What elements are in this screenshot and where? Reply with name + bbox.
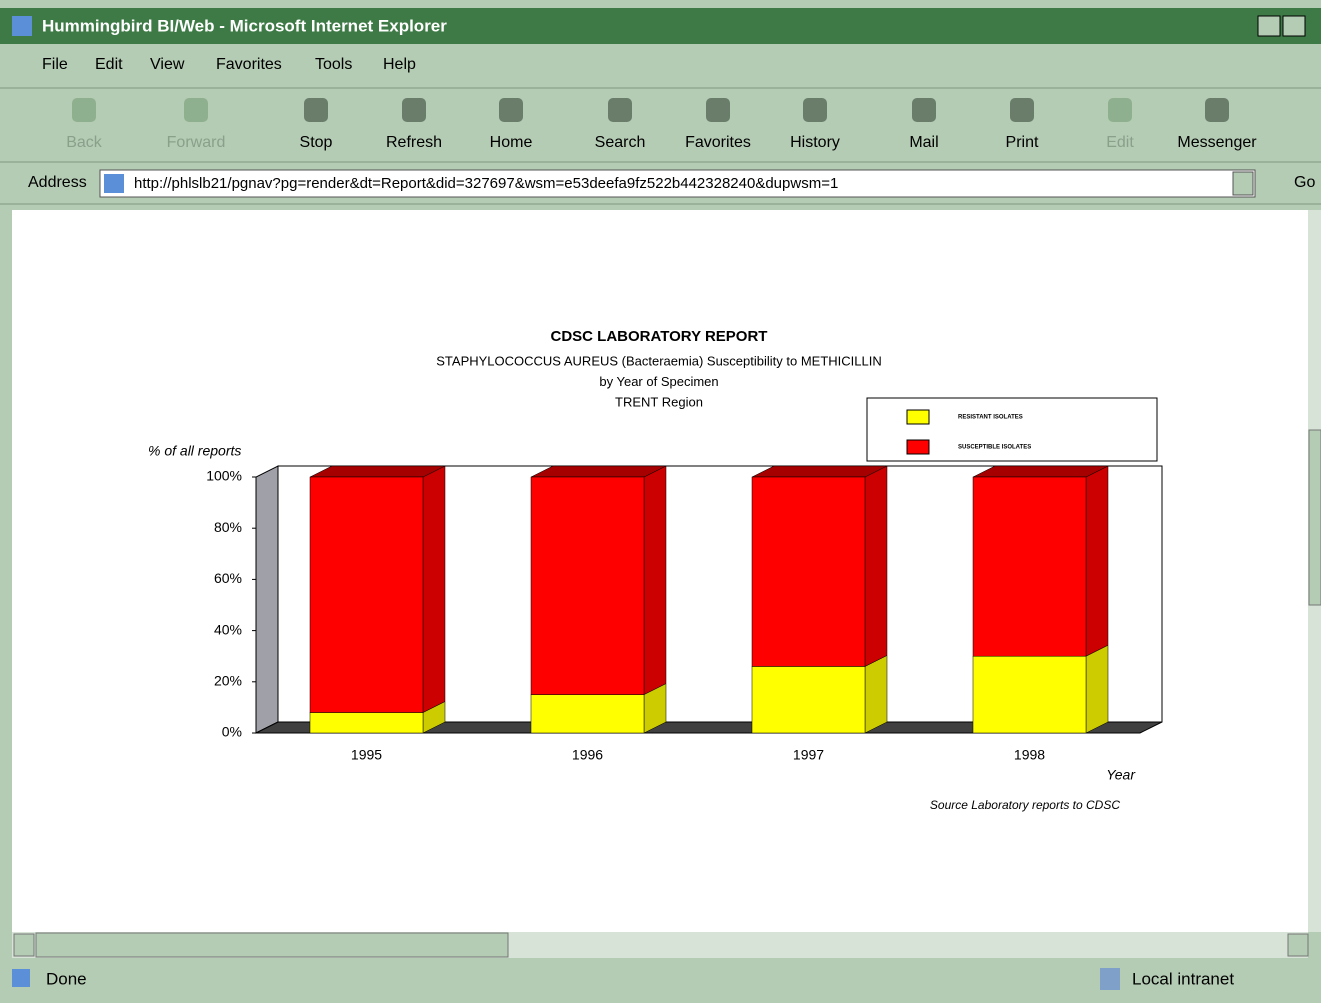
bar-top (972, 465, 1109, 478)
menu-item[interactable]: View (150, 56, 185, 73)
menu-item[interactable]: Edit (95, 56, 123, 73)
x-axis-label: Year (1106, 767, 1136, 783)
toolbar-icon (1108, 98, 1132, 122)
menu-item[interactable]: File (42, 56, 68, 73)
toolbar-icon (499, 98, 523, 122)
y-tick-label: 0% (222, 724, 242, 740)
scroll-right[interactable] (1287, 933, 1309, 957)
maximize-button[interactable] (1282, 15, 1306, 37)
chart-title: CDSC LABORATORY REPORT (551, 328, 768, 345)
y-tick-label: 80% (214, 519, 242, 535)
bar-top (751, 465, 888, 478)
bar-top (309, 465, 446, 478)
toolbar-icon (1010, 98, 1034, 122)
legend-label: SUSCEPTIBLE ISOLATES (958, 445, 1031, 451)
toolbar-icon (1205, 98, 1229, 122)
x-tick-label: 1995 (351, 747, 382, 763)
menu-item[interactable]: Favorites (216, 56, 282, 73)
zone-text: Local intranet (1132, 969, 1234, 988)
toolbar-button[interactable]: Print (1006, 134, 1039, 151)
bar-side (1085, 465, 1109, 657)
legend-swatch (906, 439, 930, 455)
x-tick-label: 1997 (793, 747, 824, 763)
toolbar-icon (803, 98, 827, 122)
toolbar-icon (706, 98, 730, 122)
left-wall (255, 465, 279, 734)
toolbar-button[interactable]: Edit (1106, 134, 1134, 151)
chart: CDSC LABORATORY REPORT STAPHYLOCOCCUS AUR… (148, 328, 1163, 812)
title-bar (0, 8, 1321, 44)
toolbar-icon (912, 98, 936, 122)
toolbar-icon (304, 98, 328, 122)
status-icon (12, 969, 30, 987)
minimize-button[interactable] (1257, 15, 1281, 37)
toolbar-icon (184, 98, 208, 122)
toolbar-icon (608, 98, 632, 122)
y-tick-label: 60% (214, 570, 242, 586)
bar-segment (530, 476, 645, 695)
toolbar-button[interactable]: Refresh (386, 134, 442, 151)
app-icon (12, 16, 32, 36)
scroll-thumb[interactable] (1308, 429, 1321, 606)
chart-subtitle: TRENT Region (615, 394, 703, 409)
bar-top (530, 465, 667, 478)
toolbar-button[interactable]: Mail (909, 134, 938, 151)
toolbar-button[interactable]: Stop (300, 134, 333, 151)
legend-label: RESISTANT ISOLATES (958, 415, 1023, 421)
address-label: Address (28, 174, 87, 191)
chart-subtitle: STAPHYLOCOCCUS AUREUS (Bacteraemia) Susc… (436, 353, 882, 368)
page-icon (104, 174, 124, 193)
source-note: Source Laboratory reports to CDSC (930, 798, 1120, 812)
toolbar-button[interactable]: Favorites (685, 134, 751, 151)
bar-side (864, 465, 888, 667)
toolbar-icon (72, 98, 96, 122)
go-button[interactable]: Go (1294, 174, 1315, 191)
bar-side (864, 655, 888, 734)
toolbar-button[interactable]: Home (490, 134, 533, 151)
toolbar-icon (402, 98, 426, 122)
address-field[interactable] (99, 169, 1256, 198)
scroll-thumb[interactable] (35, 932, 509, 958)
bar-segment (530, 694, 645, 734)
toolbar-button[interactable]: Forward (167, 134, 226, 151)
address-dropdown[interactable] (1232, 171, 1254, 196)
bar-side (643, 465, 667, 696)
toolbar-button[interactable]: Search (595, 134, 646, 151)
toolbar-button[interactable]: Back (66, 134, 103, 151)
zone-icon (1100, 968, 1120, 990)
x-tick-label: 1996 (572, 747, 603, 763)
scroll-left[interactable] (13, 933, 35, 957)
x-tick-label: 1998 (1014, 747, 1045, 763)
bar-segment (751, 666, 866, 734)
bar-segment (972, 655, 1087, 734)
y-tick-label: 100% (206, 468, 242, 484)
legend-swatch (906, 409, 930, 425)
menu-item[interactable]: Tools (315, 56, 352, 73)
bar-segment (751, 476, 866, 667)
y-tick-label: 20% (214, 673, 242, 689)
y-axis-label: % of all reports (148, 443, 241, 459)
bar-side (422, 465, 446, 713)
bar-segment (309, 476, 424, 713)
bar-side (1085, 644, 1109, 734)
window-title: Hummingbird BI/Web - Microsoft Internet … (42, 16, 447, 35)
toolbar-button[interactable]: Messenger (1177, 134, 1257, 151)
chart-subtitle: by Year of Specimen (599, 374, 718, 389)
bar-segment (972, 476, 1087, 657)
menu-item[interactable]: Help (383, 56, 416, 73)
toolbar-button[interactable]: History (790, 134, 840, 151)
y-tick-label: 40% (214, 621, 242, 637)
status-text: Done (46, 969, 87, 988)
address-url[interactable]: http://phlslb21/pgnav?pg=render&dt=Repor… (134, 175, 838, 192)
bar-segment (309, 712, 424, 734)
